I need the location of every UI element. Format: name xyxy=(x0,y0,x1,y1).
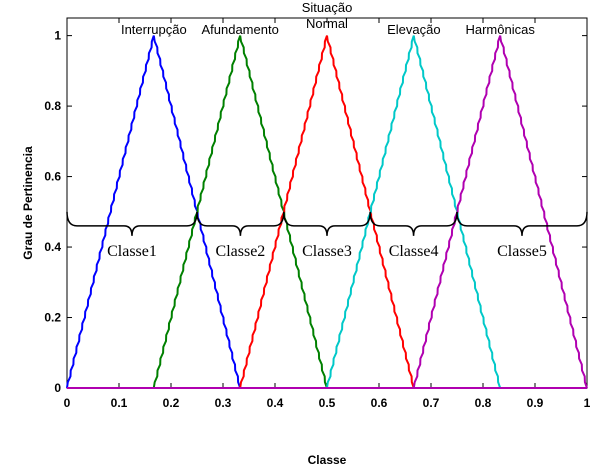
x-tick-label: 0.8 xyxy=(475,396,492,410)
y-tick-label: 0 xyxy=(54,381,61,395)
y-tick-label: 0.8 xyxy=(44,99,61,113)
series-line xyxy=(412,35,588,389)
x-tick-label: 0 xyxy=(64,396,71,410)
y-tick-label: 0.4 xyxy=(44,240,61,254)
class-label: Classe3 xyxy=(302,243,352,260)
class-brace xyxy=(283,211,371,236)
y-axis-label: Grau de Pertinencia xyxy=(21,146,35,260)
class-label: Classe4 xyxy=(389,243,439,260)
x-tick-label: 0.4 xyxy=(267,396,284,410)
x-axis-label: Classe xyxy=(308,453,347,467)
series-label: Harmônicas xyxy=(465,22,535,37)
series-label: Elevação xyxy=(387,22,440,37)
series-label: Afundamento xyxy=(201,22,278,37)
y-tick-label: 1 xyxy=(54,29,61,43)
y-tick-label: 0.2 xyxy=(44,311,61,325)
series-label: Normal xyxy=(306,16,348,31)
class-brace xyxy=(196,211,285,236)
series-line xyxy=(326,35,502,389)
series-line xyxy=(152,35,328,389)
series-line xyxy=(239,35,415,389)
series-label: Situação xyxy=(302,0,353,15)
class-brace xyxy=(369,211,458,236)
class-label: Classe1 xyxy=(107,243,157,260)
x-tick-label: 0.9 xyxy=(527,396,544,410)
x-tick-label: 0.6 xyxy=(371,396,388,410)
class-label: Classe2 xyxy=(216,243,266,260)
class-brace xyxy=(66,211,198,236)
x-tick-label: 0.2 xyxy=(163,396,180,410)
x-tick-label: 0.7 xyxy=(423,396,440,410)
series-label: Interrupção xyxy=(121,22,187,37)
class-brace xyxy=(456,211,588,236)
x-tick-label: 0.3 xyxy=(215,396,232,410)
series-line xyxy=(66,35,242,389)
class-label: Classe5 xyxy=(497,243,547,260)
y-tick-label: 0.6 xyxy=(44,170,61,184)
x-tick-label: 0.5 xyxy=(319,396,336,410)
x-tick-label: 1 xyxy=(584,396,591,410)
x-tick-label: 0.1 xyxy=(111,396,128,410)
